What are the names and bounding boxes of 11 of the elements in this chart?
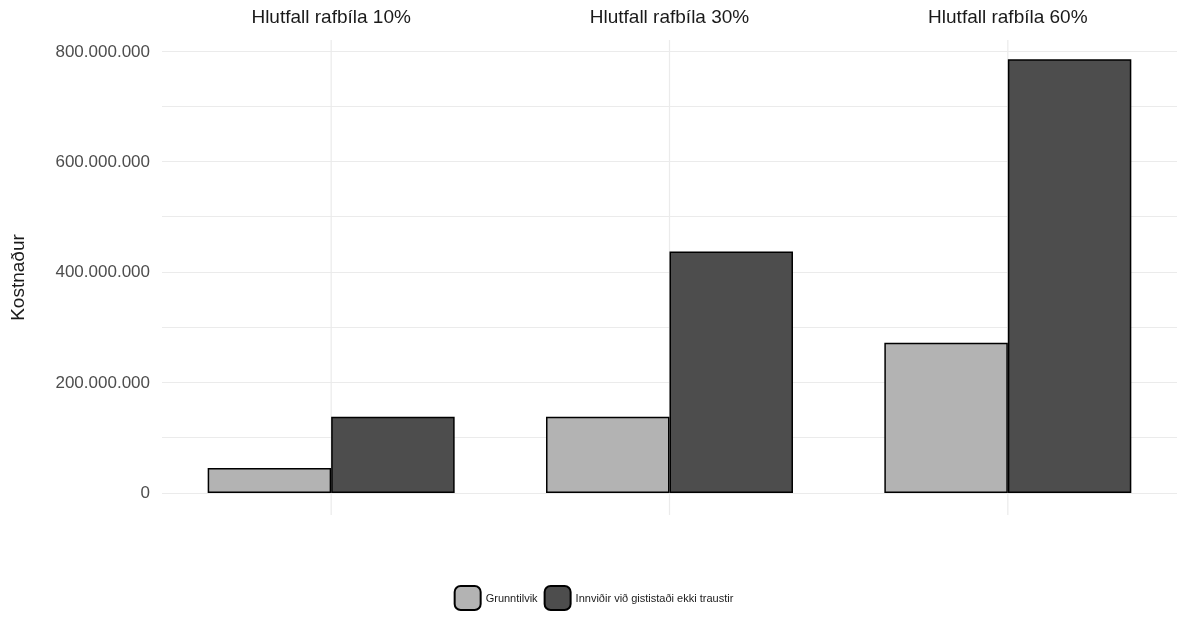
legend-label: Innviðir við gististaði ekki traustir [575,592,734,604]
legend-label: Grunntilvik [485,592,539,604]
y-tick-label: 400.000.000 [55,262,150,282]
x-tick-label: Hlutfall rafbíla 60% [928,6,1088,27]
y-tick-label: 800.000.000 [55,41,150,61]
y-tick-label: 200.000.000 [55,372,150,392]
y-axis-title: Kostnaður [7,233,28,321]
x-tick-label: Hlutfall rafbíla 30% [589,6,750,27]
y-tick-label: 0 [140,483,150,503]
y-tick-label: 600.000.000 [55,152,150,172]
x-tick-label: Hlutfall rafbíla 10% [251,6,412,27]
